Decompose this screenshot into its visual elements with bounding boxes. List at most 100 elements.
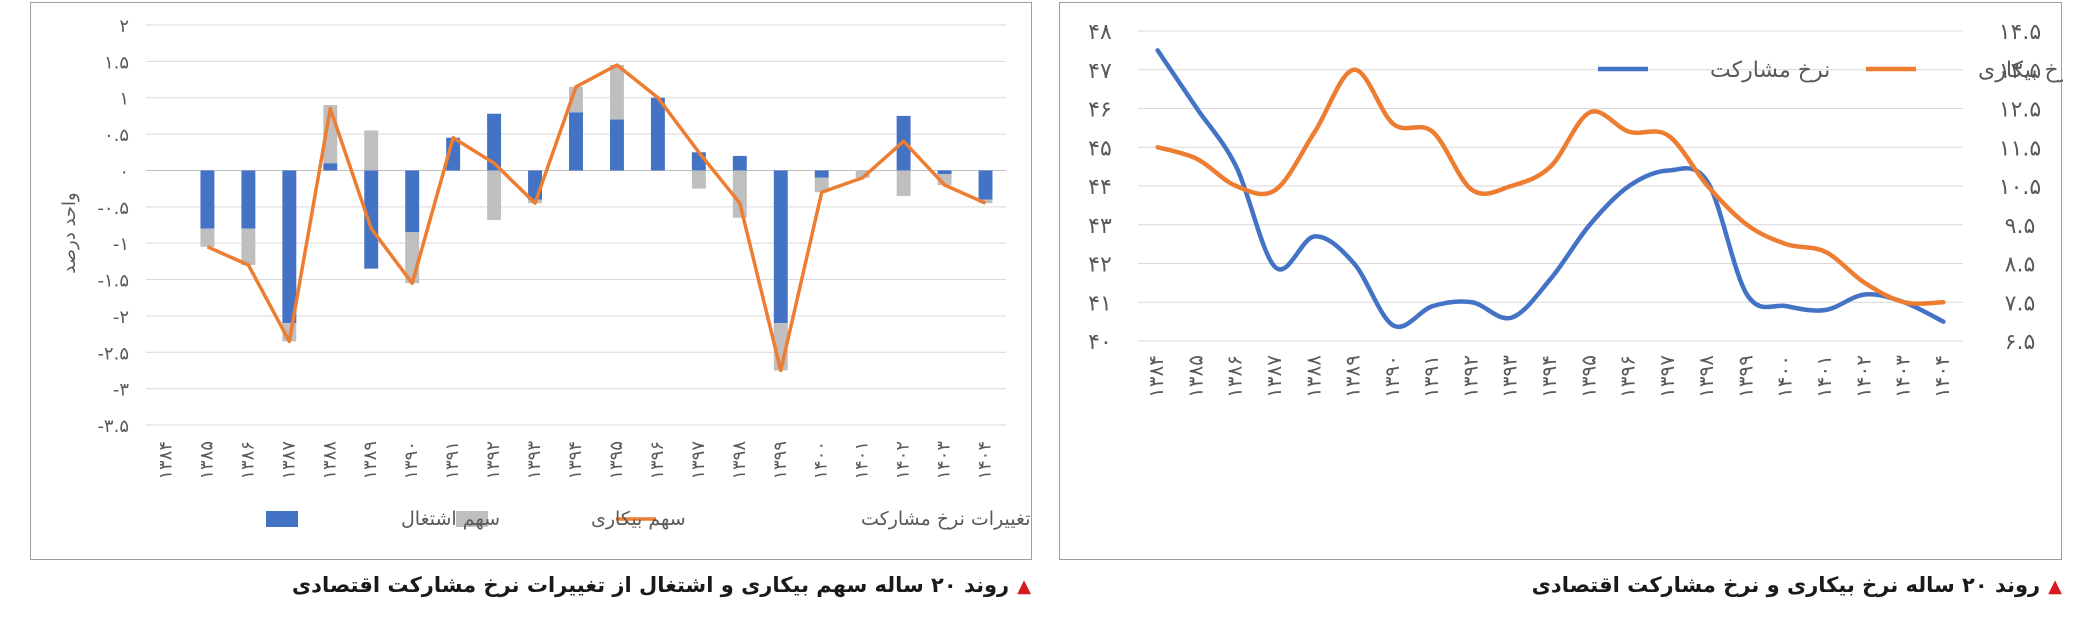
x-axis-tick-label: ۱۳۹۹ <box>770 441 791 480</box>
employment-share-bar <box>650 97 665 171</box>
x-axis-tick-label: ۱۳۸۸ <box>1301 355 1325 398</box>
x-axis-tick-label: ۱۳۹۵ <box>606 441 627 480</box>
x-axis-tick-label: ۱۳۹۴ <box>1537 355 1561 398</box>
unemployment-share-bar <box>732 170 747 218</box>
caption-text: روند ۲۰ ساله نرخ بیکاری و نرخ مشارکت اقت… <box>1531 573 2041 597</box>
x-axis-tick-label: ۱۳۹۹ <box>1733 355 1757 398</box>
x-axis-tick-label: ۱۳۹۰ <box>401 441 422 480</box>
left-axis-tick-label: ۴۱ <box>1088 291 1112 316</box>
left-axis-tick-label: ۴۲ <box>1088 253 1112 278</box>
left-axis-tick-label: ۴۴ <box>1088 175 1112 200</box>
participation-unemployment-line-chart: ۴۰ ۴۱ ۴۲ ۴۳ ۴۴ ۴۵ ۴۶ ۴۷ ۴۸ ۶.۵ ۷.۵ ۸.۵ ۹.۵ ۱۰.۵ ۱۱.۵ ۱۲… <box>1088 20 2063 398</box>
x-axis-tick-label: ۱۴۰۲ <box>893 441 914 480</box>
y-axis-tick-label: ۰.۵ <box>104 125 129 146</box>
legend-unemployment-label: نرخ بیکاری <box>1978 58 2063 83</box>
x-axis-tick-label: ۱۳۹۲ <box>1458 355 1482 398</box>
x-axis-tick-label: ۱۳۸۹ <box>360 441 381 480</box>
participation-change-contribution-chart-panel: ۲ ۱.۵ ۱ ۰.۵ ۰ -۰.۵ -۱ -۱.۵ -۲ -۲.۵ -۳ -۳.۵ واحد درصد… <box>30 2 1032 560</box>
employment-share-bar <box>241 170 256 229</box>
x-axis-tick-label: ۱۴۰۰ <box>1773 355 1797 398</box>
unemployment-share-bar <box>814 177 829 193</box>
employment-share-bar <box>323 163 338 171</box>
x-axis-tick-label: ۱۳۹۸ <box>1694 355 1718 398</box>
right-axis-tick-label: ۱۳.۵ <box>1999 59 2041 84</box>
triangle-marker-icon: ▲ <box>2048 576 2062 597</box>
employment-share-bar <box>978 170 993 200</box>
left-axis-tick-label: ۴۸ <box>1088 20 1112 45</box>
participation-change-stacked-bar-chart: ۲ ۱.۵ ۱ ۰.۵ ۰ -۰.۵ -۱ -۱.۵ -۲ -۲.۵ -۳ -۳.۵ واحد درصد… <box>59 16 1030 530</box>
x-axis-tick-label: ۱۳۹۶ <box>1616 355 1640 398</box>
x-axis-tick-label: ۱۳۸۶ <box>1223 355 1247 398</box>
y-axis-tick-label: ۱.۵ <box>104 52 129 73</box>
x-axis-tick-label: ۱۳۹۳ <box>524 441 545 480</box>
y-axis-tick-label: -۳ <box>113 380 129 401</box>
employment-share-bar <box>814 170 829 178</box>
x-axis-tick-label: ۱۳۹۲ <box>483 441 504 480</box>
x-axis-tick-label: ۱۳۹۷ <box>1655 355 1679 398</box>
x-axis-tick-label: ۱۳۸۴ <box>155 441 176 480</box>
left-axis-tick-label: ۴۷ <box>1088 59 1112 84</box>
left-axis-tick-label: ۴۰ <box>1088 330 1112 355</box>
right-axis-tick-label: ۱۱.۵ <box>1999 136 2041 161</box>
employment-share-bar <box>773 170 788 324</box>
x-axis-tick-label: ۱۴۰۳ <box>1891 355 1915 398</box>
x-axis-tick-label: ۱۳۹۸ <box>729 441 750 480</box>
x-axis-tick-label: ۱۳۸۵ <box>196 441 217 480</box>
unemployment-share-bar <box>200 228 215 247</box>
x-axis-tick-label: ۱۴۰۴ <box>1930 355 1954 398</box>
x-axis-tick-label: ۱۳۹۷ <box>688 441 709 480</box>
employment-share-bar <box>364 170 379 269</box>
y-axis-tick-label: -۰.۵ <box>97 198 129 219</box>
x-axis-tick-label: ۱۴۰۳ <box>934 441 955 480</box>
right-axis-tick-label: ۹.۵ <box>2005 214 2036 239</box>
x-axis-tick-label: ۱۴۰۰ <box>811 441 832 480</box>
x-axis-tick-label: ۱۴۰۱ <box>852 441 873 480</box>
right-axis-tick-label: ۱۲.۵ <box>1999 98 2041 123</box>
right-axis-tick-label: ۱۴.۵ <box>1999 20 2041 45</box>
legend-employment-share-swatch <box>266 511 298 527</box>
x-axis-tick-label: ۱۴۰۱ <box>1812 355 1836 398</box>
y-axis-title: واحد درصد <box>59 192 80 273</box>
employment-share-bar <box>937 170 952 175</box>
x-axis-tick-label: ۱۳۹۴ <box>565 441 586 480</box>
employment-share-bar <box>405 170 420 233</box>
chart-caption-left: ▲ روند ۲۰ ساله سهم بیکاری و اشتغال از تغی… <box>292 573 1031 597</box>
y-axis-tick-label: -۲.۵ <box>97 343 129 364</box>
employment-share-bar <box>732 155 747 171</box>
x-axis-tick-label: ۱۴۰۴ <box>975 441 996 480</box>
y-axis-tick-label: -۱ <box>113 234 129 255</box>
x-axis-tick-label: ۱۳۹۶ <box>647 441 668 480</box>
caption-text: روند ۲۰ ساله سهم بیکاری و اشتغال از تغیی… <box>291 573 1010 597</box>
employment-share-bar <box>487 113 502 171</box>
participation-unemployment-chart-panel: ۴۰ ۴۱ ۴۲ ۴۳ ۴۴ ۴۵ ۴۶ ۴۷ ۴۸ ۶.۵ ۷.۵ ۸.۵ ۹.۵ ۱۰.۵ ۱۱.۵ ۱۲… <box>1059 2 2063 560</box>
y-axis-tick-label: ۱ <box>119 89 129 110</box>
left-axis-tick-label: ۴۶ <box>1088 98 1112 123</box>
x-axis-tick-label: ۱۳۸۵ <box>1183 355 1207 398</box>
y-axis-tick-label: ۰ <box>119 161 129 182</box>
legend-unemployment-share-swatch <box>456 511 488 527</box>
x-axis-tick-label: ۱۳۹۵ <box>1576 355 1600 398</box>
x-axis-tick-label: ۱۳۹۱ <box>1419 355 1443 398</box>
y-axis-tick-label: -۱.۵ <box>97 271 129 292</box>
right-axis-tick-label: ۶.۵ <box>2005 330 2036 355</box>
right-axis-tick-label: ۸.۵ <box>2005 253 2036 278</box>
x-axis-tick-label: ۱۳۸۸ <box>319 441 340 480</box>
y-axis-tick-label: -۲ <box>113 307 129 328</box>
x-axis-tick-label: ۱۳۹۱ <box>442 441 463 480</box>
x-axis-tick-label: ۱۴۰۲ <box>1851 355 1875 398</box>
left-axis-tick-label: ۴۵ <box>1088 136 1112 161</box>
unemployment-share-bar <box>487 170 502 220</box>
x-axis-tick-label: ۱۳۹۰ <box>1380 355 1404 398</box>
triangle-marker-icon: ▲ <box>1017 576 1031 597</box>
legend-participation-change-label: تغییرات نرخ مشارکت <box>861 508 1030 530</box>
employment-share-bar <box>200 170 215 229</box>
unemployment-rate-line <box>1155 67 1946 306</box>
right-axis-tick-label: ۷.۵ <box>2005 291 2036 316</box>
x-axis-tick-label: ۱۳۸۷ <box>278 441 299 480</box>
x-axis-tick-label: ۱۳۹۳ <box>1498 355 1522 398</box>
participation-change-line <box>206 63 987 373</box>
left-axis-tick-label: ۴۳ <box>1088 214 1112 239</box>
x-axis-tick-label: ۱۳۸۹ <box>1341 355 1365 398</box>
unemployment-share-bar <box>937 174 952 185</box>
y-axis-tick-label: ۲ <box>119 16 129 37</box>
